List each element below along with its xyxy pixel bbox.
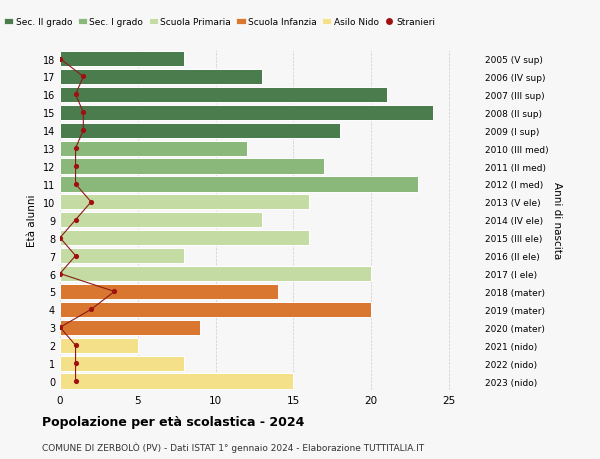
Bar [60,123,340,139]
Point [79,73,88,81]
Bar [60,52,184,67]
Text: Popolazione per età scolastica - 2024: Popolazione per età scolastica - 2024 [42,415,304,428]
Y-axis label: Anni di nascita: Anni di nascita [553,182,562,259]
Point [71,163,80,170]
Point [55,324,65,331]
Bar [60,88,386,103]
Point [71,252,80,260]
Bar [60,159,325,174]
Bar [60,266,371,281]
Point [55,235,65,242]
Point [55,56,65,63]
Point [71,360,80,367]
Bar [60,230,309,246]
Point [71,181,80,188]
Bar [60,195,309,210]
Bar [60,70,262,85]
Point [86,306,96,313]
Point [71,145,80,152]
Point [71,217,80,224]
Bar [60,284,278,299]
Bar [60,106,433,121]
Bar [60,374,293,389]
Bar [60,213,262,228]
Point [55,270,65,278]
Bar [60,338,138,353]
Bar [60,320,200,335]
Bar [60,141,247,157]
Bar [60,302,371,317]
Point [86,199,96,206]
Bar [60,177,418,192]
Bar [60,356,184,371]
Bar [60,248,184,263]
Legend: Sec. II grado, Sec. I grado, Scuola Primaria, Scuola Infanzia, Asilo Nido, Stran: Sec. II grado, Sec. I grado, Scuola Prim… [1,14,439,30]
Y-axis label: Età alunni: Età alunni [27,194,37,246]
Point [71,91,80,99]
Point [71,342,80,349]
Point [71,378,80,385]
Point [110,288,119,296]
Text: COMUNE DI ZERBOLÒ (PV) - Dati ISTAT 1° gennaio 2024 - Elaborazione TUTTITALIA.IT: COMUNE DI ZERBOLÒ (PV) - Dati ISTAT 1° g… [42,442,424,452]
Point [79,109,88,117]
Point [79,127,88,134]
